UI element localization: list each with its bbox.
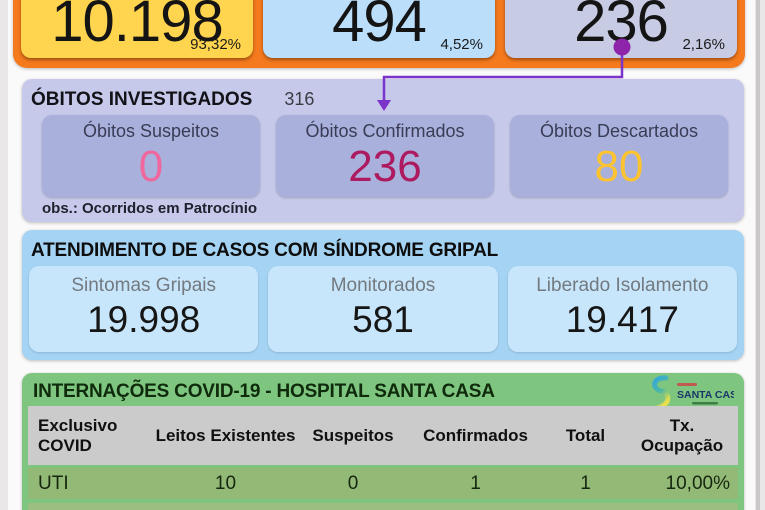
- internacoes-table-header: Exclusivo COVID Leitos Existentes Suspei…: [28, 406, 738, 465]
- sindrome-gripal-title: ATENDIMENTO DE CASOS COM SÍNDROME GRIPAL: [31, 240, 499, 261]
- col-leitos-existentes: Leitos Existentes: [155, 425, 296, 445]
- card-value: 581: [352, 299, 414, 340]
- card-label: Sintomas Gripais: [71, 275, 216, 296]
- obitos-total: 316: [284, 89, 315, 109]
- col-tx-ocupacao: Tx. Ocupação: [640, 415, 724, 455]
- col-total: Total: [565, 425, 606, 445]
- logo-s-swirl: [652, 375, 671, 411]
- card-obitos-confirmados[interactable]: Óbitos Confirmados 236: [276, 115, 494, 197]
- card-label: Liberado Isolamento: [536, 275, 709, 296]
- summary-percent: 93,32%: [190, 36, 241, 53]
- summary-card-ativos[interactable]: 494 4,52%: [263, 0, 495, 58]
- table-row-partial: [28, 503, 738, 510]
- summary-percent: 2,16%: [682, 36, 725, 53]
- col-confirmados: Confirmados: [423, 425, 528, 445]
- cell-tx-ocupacao: 10,00%: [665, 472, 730, 494]
- summary-value: 10.198: [51, 0, 223, 54]
- card-liberado-isolamento[interactable]: Liberado Isolamento 19.417: [507, 266, 737, 352]
- card-label: Óbitos Descartados: [539, 121, 699, 141]
- obitos-investigados-panel: ÓBITOS INVESTIGADOS 316 Óbitos Suspeitos…: [22, 79, 744, 222]
- card-value: 80: [594, 142, 644, 191]
- card-obitos-suspeitos[interactable]: Óbitos Suspeitos 0: [42, 115, 260, 197]
- summary-card-obitos[interactable]: 236 2,16%: [505, 0, 737, 58]
- summary-value: 494: [332, 0, 427, 54]
- obitos-title: ÓBITOS INVESTIGADOS: [31, 89, 253, 110]
- cell-suspeitos: 0: [347, 472, 359, 494]
- obitos-note: obs.: Ocorridos em Patrocínio: [42, 200, 258, 217]
- cell-confirmados: 1: [470, 472, 481, 494]
- cell-setor: UTI: [38, 472, 69, 494]
- col-suspeitos: Suspeitos: [312, 425, 394, 445]
- cell-leitos: 10: [214, 472, 237, 494]
- summary-card-confirmados[interactable]: 10.198 93,32%: [21, 0, 253, 58]
- internacoes-panel: INTERNAÇÕES COVID-19 - HOSPITAL SANTA CA…: [22, 373, 744, 510]
- card-value: 0: [138, 142, 164, 191]
- card-label: Óbitos Suspeitos: [82, 121, 220, 141]
- sindrome-gripal-cards: Sintomas Gripais 19.998 Monitorados 581 …: [29, 266, 737, 352]
- summary-percent: 4,52%: [440, 36, 483, 53]
- cell-total: 1: [580, 472, 591, 494]
- obitos-cards: Óbitos Suspeitos 0 Óbitos Confirmados 23…: [42, 115, 728, 197]
- internacoes-title: INTERNAÇÕES COVID-19 - HOSPITAL SANTA CA…: [33, 381, 495, 402]
- card-value: 19.998: [87, 299, 201, 340]
- card-value: 236: [348, 142, 422, 191]
- summary-panel: 10.198 93,32% 494 4,52% 236 2,16%: [13, 0, 745, 68]
- logo-wordmark: SANTA CASA: [677, 389, 734, 401]
- logo-small-text-top: [677, 383, 697, 386]
- logo-small-text-bottom: [692, 402, 718, 405]
- page-left-margin: [0, 0, 8, 510]
- sindrome-gripal-panel: ATENDIMENTO DE CASOS COM SÍNDROME GRIPAL…: [22, 230, 744, 360]
- card-obitos-descartados[interactable]: Óbitos Descartados 80: [510, 115, 728, 197]
- scrollbar-thumb[interactable]: [756, 0, 760, 510]
- card-label: Óbitos Confirmados: [305, 121, 465, 141]
- obitos-header: ÓBITOS INVESTIGADOS 316: [22, 79, 744, 111]
- scrollbar-track[interactable]: [755, 0, 765, 510]
- santa-casa-logo: SANTA CASA: [652, 375, 734, 411]
- card-monitorados[interactable]: Monitorados 581: [268, 266, 498, 352]
- col-exclusivo-covid: Exclusivo COVID: [38, 415, 118, 455]
- card-sintomas-gripais[interactable]: Sintomas Gripais 19.998: [29, 266, 259, 352]
- table-row-uti[interactable]: UTI 10 0 1 1 10,00%: [28, 468, 738, 499]
- card-value: 19.417: [565, 299, 679, 340]
- card-label: Monitorados: [330, 275, 436, 296]
